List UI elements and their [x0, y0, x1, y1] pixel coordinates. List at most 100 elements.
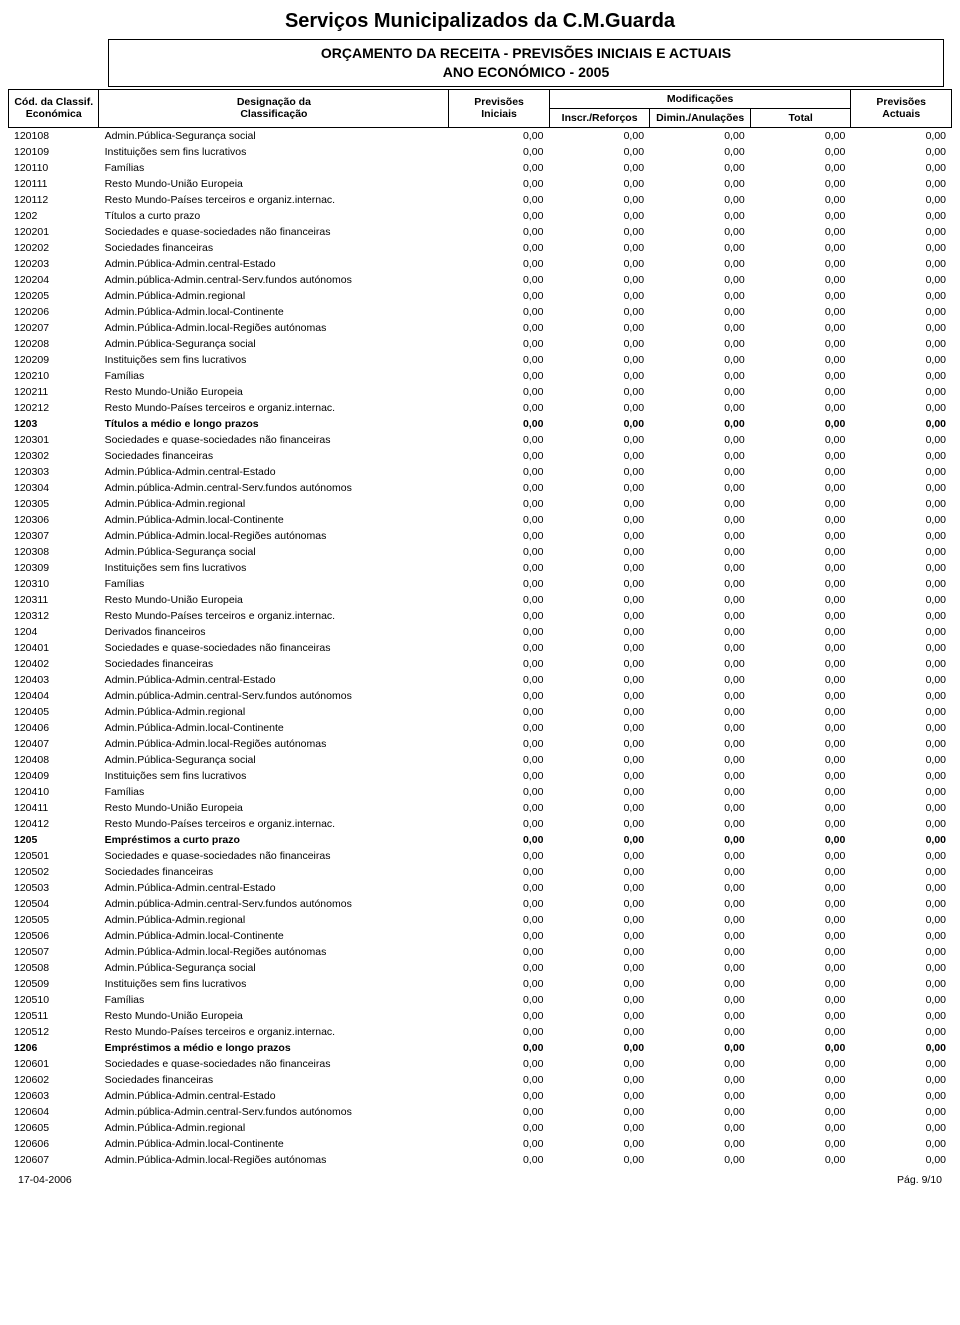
- cell-value: 0,00: [851, 128, 952, 144]
- cell-value: 0,00: [751, 256, 852, 272]
- cell-value: 0,00: [549, 736, 650, 752]
- cell-value: 0,00: [549, 1104, 650, 1120]
- cell-value: 0,00: [851, 176, 952, 192]
- cell-value: 0,00: [751, 880, 852, 896]
- cell-desc: Sociedades financeiras: [99, 864, 449, 880]
- cell-value: 0,00: [851, 640, 952, 656]
- cell-value: 0,00: [449, 320, 550, 336]
- cell-value: 0,00: [449, 288, 550, 304]
- cell-code: 1204: [8, 624, 99, 640]
- cell-value: 0,00: [549, 704, 650, 720]
- cell-value: 0,00: [751, 592, 852, 608]
- cell-value: 0,00: [549, 176, 650, 192]
- cell-value: 0,00: [650, 224, 751, 240]
- cell-value: 0,00: [449, 416, 550, 432]
- table-row: 120408Admin.Pública-Segurança social0,00…: [8, 752, 952, 768]
- cell-value: 0,00: [851, 1088, 952, 1104]
- cell-value: 0,00: [449, 240, 550, 256]
- subtitle-line-2: ANO ECONÓMICO - 2005: [113, 63, 939, 82]
- cell-code: 120209: [8, 352, 99, 368]
- table-row: 1202Títulos a curto prazo0,000,000,000,0…: [8, 208, 952, 224]
- cell-value: 0,00: [549, 416, 650, 432]
- cell-value: 0,00: [549, 128, 650, 144]
- cell-value: 0,00: [449, 912, 550, 928]
- cell-value: 0,00: [449, 960, 550, 976]
- cell-value: 0,00: [449, 848, 550, 864]
- cell-value: 0,00: [549, 976, 650, 992]
- cell-value: 0,00: [851, 192, 952, 208]
- header-modificacoes: Modificações: [549, 89, 851, 108]
- cell-value: 0,00: [650, 720, 751, 736]
- cell-value: 0,00: [549, 1040, 650, 1056]
- cell-value: 0,00: [851, 336, 952, 352]
- cell-desc: Sociedades financeiras: [99, 656, 449, 672]
- cell-value: 0,00: [549, 608, 650, 624]
- cell-desc: Admin.Pública-Admin.local-Continente: [99, 1136, 449, 1152]
- cell-code: 120606: [8, 1136, 99, 1152]
- table-row: 120304Admin.pública-Admin.central-Serv.f…: [8, 480, 952, 496]
- cell-value: 0,00: [449, 672, 550, 688]
- cell-value: 0,00: [449, 704, 550, 720]
- cell-value: 0,00: [751, 784, 852, 800]
- cell-value: 0,00: [851, 480, 952, 496]
- cell-code: 120503: [8, 880, 99, 896]
- cell-desc: Instituições sem fins lucrativos: [99, 976, 449, 992]
- cell-value: 0,00: [449, 736, 550, 752]
- cell-value: 0,00: [650, 976, 751, 992]
- cell-desc: Admin.pública-Admin.central-Serv.fundos …: [99, 1104, 449, 1120]
- cell-value: 0,00: [449, 480, 550, 496]
- cell-value: 0,00: [851, 880, 952, 896]
- table-row: 120110Famílias0,000,000,000,000,00: [8, 160, 952, 176]
- cell-desc: Famílias: [99, 368, 449, 384]
- cell-value: 0,00: [751, 496, 852, 512]
- cell-code: 120607: [8, 1152, 99, 1168]
- table-row: 120210Famílias0,000,000,000,000,00: [8, 368, 952, 384]
- cell-value: 0,00: [549, 1024, 650, 1040]
- cell-value: 0,00: [549, 384, 650, 400]
- cell-code: 120405: [8, 704, 99, 720]
- cell-desc: Sociedades financeiras: [99, 1072, 449, 1088]
- cell-code: 120306: [8, 512, 99, 528]
- table-row: 120306Admin.Pública-Admin.local-Continen…: [8, 512, 952, 528]
- cell-desc: Admin.Pública-Admin.local-Regiões autóno…: [99, 944, 449, 960]
- header-dimin: Dimin./Anulações: [650, 108, 751, 127]
- cell-value: 0,00: [751, 1056, 852, 1072]
- cell-value: 0,00: [751, 896, 852, 912]
- cell-value: 0,00: [549, 880, 650, 896]
- cell-value: 0,00: [549, 512, 650, 528]
- cell-value: 0,00: [751, 288, 852, 304]
- cell-value: 0,00: [851, 288, 952, 304]
- cell-desc: Admin.Pública-Admin.local-Regiões autóno…: [99, 1152, 449, 1168]
- cell-desc: Sociedades e quase-sociedades não financ…: [99, 848, 449, 864]
- cell-value: 0,00: [851, 784, 952, 800]
- cell-value: 0,00: [851, 496, 952, 512]
- cell-code: 120504: [8, 896, 99, 912]
- cell-value: 0,00: [650, 336, 751, 352]
- cell-value: 0,00: [851, 400, 952, 416]
- cell-value: 0,00: [549, 320, 650, 336]
- cell-value: 0,00: [851, 528, 952, 544]
- cell-value: 0,00: [449, 784, 550, 800]
- cell-value: 0,00: [650, 368, 751, 384]
- cell-value: 0,00: [449, 448, 550, 464]
- cell-code: 120506: [8, 928, 99, 944]
- cell-desc: Admin.Pública-Admin.central-Estado: [99, 464, 449, 480]
- table-row: 120311Resto Mundo-União Europeia0,000,00…: [8, 592, 952, 608]
- cell-value: 0,00: [751, 560, 852, 576]
- cell-value: 0,00: [449, 752, 550, 768]
- cell-value: 0,00: [650, 592, 751, 608]
- cell-value: 0,00: [650, 128, 751, 144]
- cell-value: 0,00: [851, 768, 952, 784]
- cell-code: 120211: [8, 384, 99, 400]
- cell-value: 0,00: [449, 1008, 550, 1024]
- cell-value: 0,00: [549, 1136, 650, 1152]
- cell-value: 0,00: [650, 1136, 751, 1152]
- cell-value: 0,00: [549, 144, 650, 160]
- cell-value: 0,00: [650, 384, 751, 400]
- table-row: 120502Sociedades financeiras0,000,000,00…: [8, 864, 952, 880]
- cell-desc: Admin.Pública-Admin.local-Continente: [99, 928, 449, 944]
- cell-value: 0,00: [650, 272, 751, 288]
- cell-value: 0,00: [549, 432, 650, 448]
- cell-value: 0,00: [449, 1072, 550, 1088]
- header-prev-iniciais: Previsões Iniciais: [449, 89, 550, 127]
